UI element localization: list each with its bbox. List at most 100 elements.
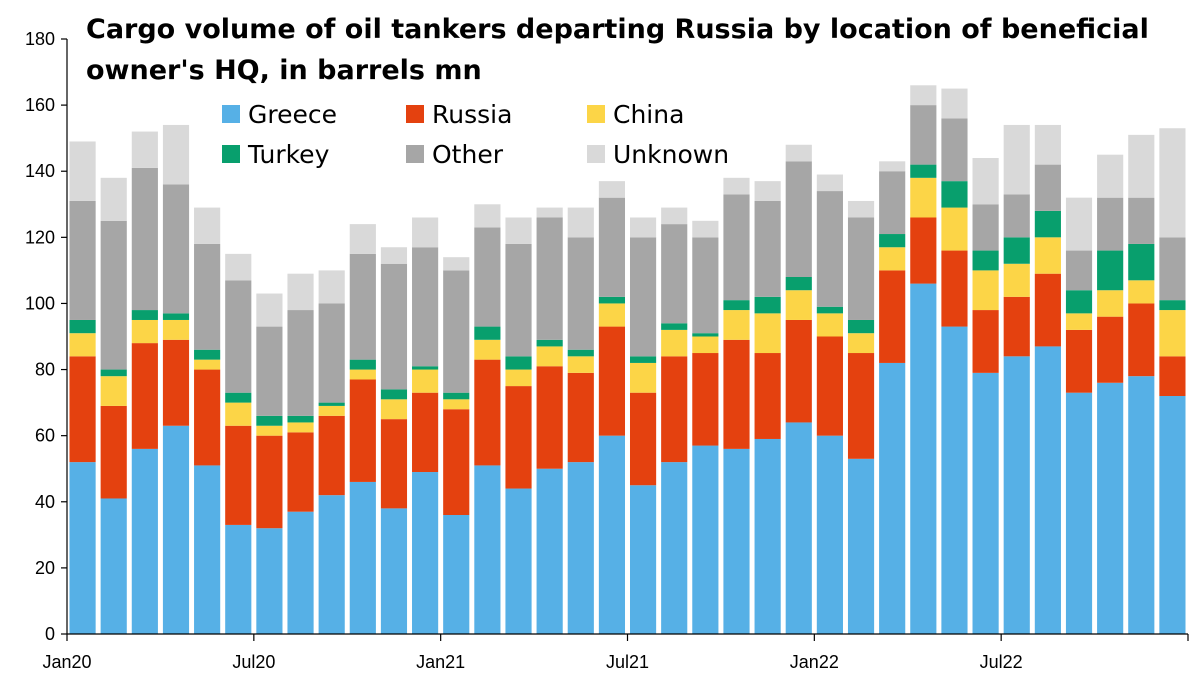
bar-segment-unknown-aug20 [287, 273, 314, 311]
bar-segment-greece-aug22 [1034, 346, 1061, 634]
bar-segment-greece-aug21 [661, 462, 688, 634]
bar-segment-unknown-oct21 [723, 177, 750, 195]
bar-segment-other-jun22 [972, 204, 999, 251]
bar-segment-turkey-jan20 [69, 319, 96, 334]
bar-segment-unknown-may22 [941, 88, 968, 119]
bar-segment-other-nov21 [754, 200, 781, 297]
bar-segment-russia-mar22 [879, 270, 906, 363]
bar-segment-turkey-jul21 [629, 356, 657, 363]
legend-label: Greece [248, 100, 337, 129]
bar-segment-turkey-aug22 [1034, 210, 1061, 238]
legend: Greece Russia China Turkey Other Unknown [222, 100, 729, 169]
y-tick-label: 60 [35, 426, 55, 446]
legend-swatch [406, 105, 424, 123]
bar-segment-unknown-oct22 [1097, 154, 1124, 198]
bar-segment-other-jan21 [443, 270, 470, 393]
bar-segment-russia-apr20 [162, 339, 190, 426]
bar-segment-russia-oct21 [723, 339, 750, 449]
bar-segment-turkey-jan22 [816, 306, 843, 314]
bar-segment-china-mar22 [879, 247, 906, 271]
bar-segment-other-oct22 [1097, 197, 1124, 251]
legend-label: Russia [432, 100, 512, 129]
y-tick-label: 0 [45, 624, 55, 644]
bar-segment-china-sep22 [1065, 313, 1093, 330]
bar-segment-unknown-nov20 [380, 247, 408, 264]
legend-swatch [587, 145, 605, 163]
bar-segment-unknown-oct20 [349, 224, 376, 254]
legend-swatch [222, 145, 240, 163]
bar-segment-turkey-may21 [567, 349, 594, 357]
bar-segment-russia-apr22 [910, 217, 937, 284]
bar-segment-turkey-mar20 [131, 310, 158, 320]
bar-segment-unknown-jan20 [69, 141, 96, 201]
bar-segment-russia-mar20 [131, 343, 158, 449]
bar-segment-other-apr20 [162, 184, 190, 314]
bar-segment-greece-jul22 [1003, 356, 1030, 634]
bar-segment-other-may20 [194, 243, 221, 350]
bar-segment-unknown-may20 [194, 207, 221, 244]
bar-segment-unknown-dec20 [412, 217, 439, 248]
bar-segment-russia-jan21 [443, 409, 470, 515]
bar-segment-unknown-dec22 [1159, 128, 1186, 238]
bar-segment-turkey-apr21 [536, 339, 563, 347]
bar-segment-china-jan20 [69, 333, 96, 357]
bar-segment-other-jul22 [1003, 194, 1030, 238]
legend-item-other: Other [406, 140, 504, 169]
bar-segment-russia-jun22 [972, 310, 999, 373]
bar-segment-unknown-mar22 [879, 161, 906, 172]
bar-segment-turkey-jun21 [598, 296, 626, 304]
bar-segment-turkey-jan21 [443, 392, 470, 400]
bar-segment-china-jul22 [1003, 263, 1030, 297]
bar-segment-russia-nov22 [1128, 303, 1155, 377]
bar-segment-unknown-jun22 [972, 158, 999, 205]
bar-segment-greece-mar21 [505, 488, 532, 634]
bar-segment-unknown-jun20 [225, 253, 252, 281]
bar-segment-greece-apr21 [536, 468, 563, 634]
bar-segment-other-jun20 [225, 280, 252, 393]
bar-segment-china-dec22 [1159, 310, 1186, 357]
bar-segment-other-oct21 [723, 194, 750, 301]
bar-segment-china-dec20 [412, 369, 439, 393]
bar-segment-other-jul21 [629, 237, 657, 357]
bar-segment-china-may21 [567, 356, 594, 373]
bar-segment-greece-apr20 [162, 425, 190, 634]
bar-segment-unknown-aug21 [661, 207, 688, 225]
bar-segment-china-may20 [194, 359, 221, 370]
bar-segment-greece-jan20 [69, 462, 96, 634]
bar-segment-greece-oct22 [1097, 382, 1124, 634]
bar-segment-greece-may22 [941, 326, 968, 634]
bar-segment-turkey-may20 [194, 349, 221, 360]
bar-segment-china-apr22 [910, 177, 937, 218]
bar-segment-turkey-mar21 [505, 356, 532, 370]
bar-segment-china-mar20 [131, 319, 158, 344]
y-tick-label: 180 [25, 29, 55, 49]
bar-segment-turkey-sep22 [1065, 290, 1093, 314]
bar-segment-turkey-feb22 [847, 319, 875, 334]
bar-segment-china-jan22 [816, 313, 843, 337]
bar-segment-other-sep20 [318, 303, 345, 403]
bar-segment-greece-feb20 [100, 498, 127, 634]
bar-segment-turkey-sep21 [692, 333, 719, 337]
bar-segment-russia-sep20 [318, 415, 345, 496]
bar-segment-russia-jul22 [1003, 296, 1030, 357]
y-tick-label: 20 [35, 558, 55, 578]
legend-swatch [587, 105, 605, 123]
x-tick-label: Jul21 [606, 652, 649, 672]
bar-segment-unknown-jan22 [816, 174, 843, 192]
bar-segment-other-dec22 [1159, 237, 1186, 301]
legend-item-greece: Greece [222, 100, 337, 129]
bar-segment-greece-jun20 [225, 524, 252, 634]
bar-segment-other-sep22 [1065, 250, 1093, 291]
bar-segment-china-aug21 [661, 329, 688, 357]
bar-segment-unknown-feb20 [100, 177, 127, 221]
bar-segment-russia-may20 [194, 369, 221, 466]
x-tick-label: Jan20 [42, 652, 91, 672]
bar-segment-china-sep21 [692, 336, 719, 354]
bar-segment-greece-jan22 [816, 435, 843, 634]
bar-segment-unknown-aug22 [1034, 124, 1061, 165]
chart-title-line-1: Cargo volume of oil tankers departing Ru… [86, 14, 1149, 45]
bar-segment-russia-may22 [941, 250, 968, 327]
bar-segment-turkey-may22 [941, 181, 968, 208]
bar-segment-china-jan21 [443, 399, 470, 410]
y-tick-label: 100 [25, 293, 55, 313]
